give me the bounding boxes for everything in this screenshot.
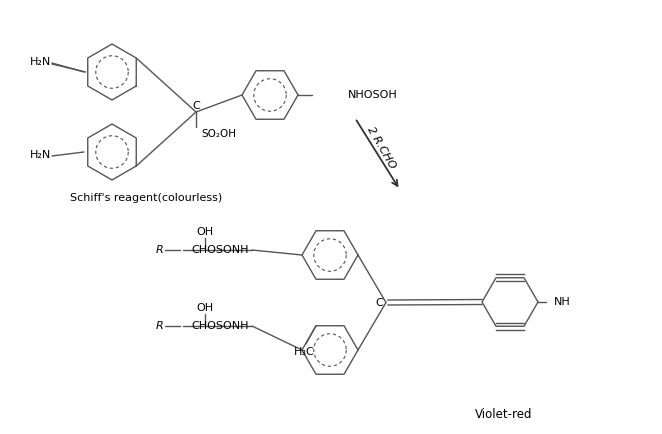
Text: SO₂OH: SO₂OH [201,129,236,139]
Text: NHOSOH: NHOSOH [348,90,398,100]
Text: CHOSONH: CHOSONH [191,321,249,331]
Text: R: R [156,245,163,255]
Text: 2 R.CHO: 2 R.CHO [365,125,397,171]
Text: Violet-red: Violet-red [475,408,532,421]
Text: OH: OH [197,303,214,313]
Text: C: C [375,297,383,308]
Text: CHOSONH: CHOSONH [191,245,249,255]
Text: Schiff's reagent(colourless): Schiff's reagent(colourless) [70,193,222,203]
Text: H₂N: H₂N [30,57,51,67]
Text: H₂N: H₂N [30,150,51,160]
Text: R: R [156,321,163,331]
Text: NH: NH [554,297,571,307]
Text: C: C [192,101,200,111]
Text: H₃C: H₃C [294,347,314,357]
Text: OH: OH [197,227,214,237]
